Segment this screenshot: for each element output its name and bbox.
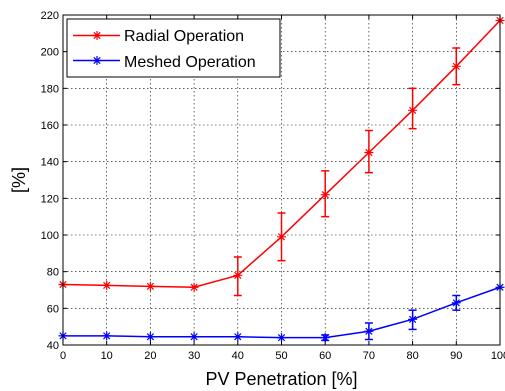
y-tick-label: 40 — [47, 340, 59, 352]
legend: Radial Operation Meshed Operation — [66, 18, 281, 78]
y-tick-label: 80 — [47, 267, 59, 279]
data-point — [189, 282, 199, 292]
legend-label-meshed: Meshed Operation — [124, 54, 256, 71]
y-tick-labels: 40 60 80 100 120 140 160 180 200 220 — [41, 10, 59, 352]
legend-label-radial: Radial Operation — [124, 28, 244, 45]
data-point — [102, 280, 112, 290]
tick-marks — [62, 14, 501, 346]
data-point — [277, 333, 286, 343]
y-tick-label: 220 — [41, 10, 59, 22]
series-layer — [58, 16, 505, 343]
data-point — [408, 105, 418, 115]
legend-box — [66, 18, 281, 78]
y-tick-label: 180 — [41, 83, 59, 95]
legend-marker-meshed — [92, 56, 102, 65]
x-tick-label: 40 — [232, 350, 244, 362]
x-tick-label: 100 — [491, 350, 505, 362]
x-tick-label: 60 — [319, 350, 331, 362]
y-tick-label: 120 — [41, 193, 59, 205]
x-tick-label: 70 — [363, 350, 375, 362]
legend-marker-radial — [92, 31, 102, 40]
x-axis-title: PV Penetration [%] — [205, 369, 357, 389]
x-tick-label: 0 — [60, 350, 66, 362]
y-tick-label: 100 — [41, 230, 59, 242]
data-point — [145, 332, 155, 342]
data-point — [189, 332, 199, 342]
x-tick-labels: 0 10 20 30 40 50 60 70 80 90 100 — [60, 350, 505, 362]
x-tick-label: 20 — [144, 350, 156, 362]
x-tick-label: 90 — [450, 350, 462, 362]
grid-lines — [63, 15, 500, 345]
data-point — [320, 333, 330, 343]
y-tick-label: 140 — [41, 157, 59, 169]
x-tick-label: 10 — [101, 350, 113, 362]
data-point — [233, 270, 243, 280]
data-point — [233, 332, 243, 342]
data-point — [364, 148, 374, 157]
data-point — [277, 232, 286, 242]
data-point — [145, 281, 155, 291]
data-point — [320, 190, 330, 200]
x-tick-label: 50 — [275, 350, 287, 362]
series-meshed-operation — [58, 282, 505, 343]
series-radial-operation — [58, 16, 505, 297]
y-tick-label: 160 — [41, 120, 59, 132]
y-tick-label: 200 — [41, 47, 59, 59]
data-point — [102, 331, 112, 341]
x-tick-label: 80 — [406, 350, 418, 362]
x-tick-label: 30 — [188, 350, 200, 362]
y-tick-label: 60 — [47, 303, 59, 315]
data-point — [364, 326, 374, 336]
data-point — [451, 61, 461, 71]
data-point — [451, 298, 461, 308]
data-point — [408, 314, 418, 324]
y-axis-title: [%] — [9, 167, 29, 193]
